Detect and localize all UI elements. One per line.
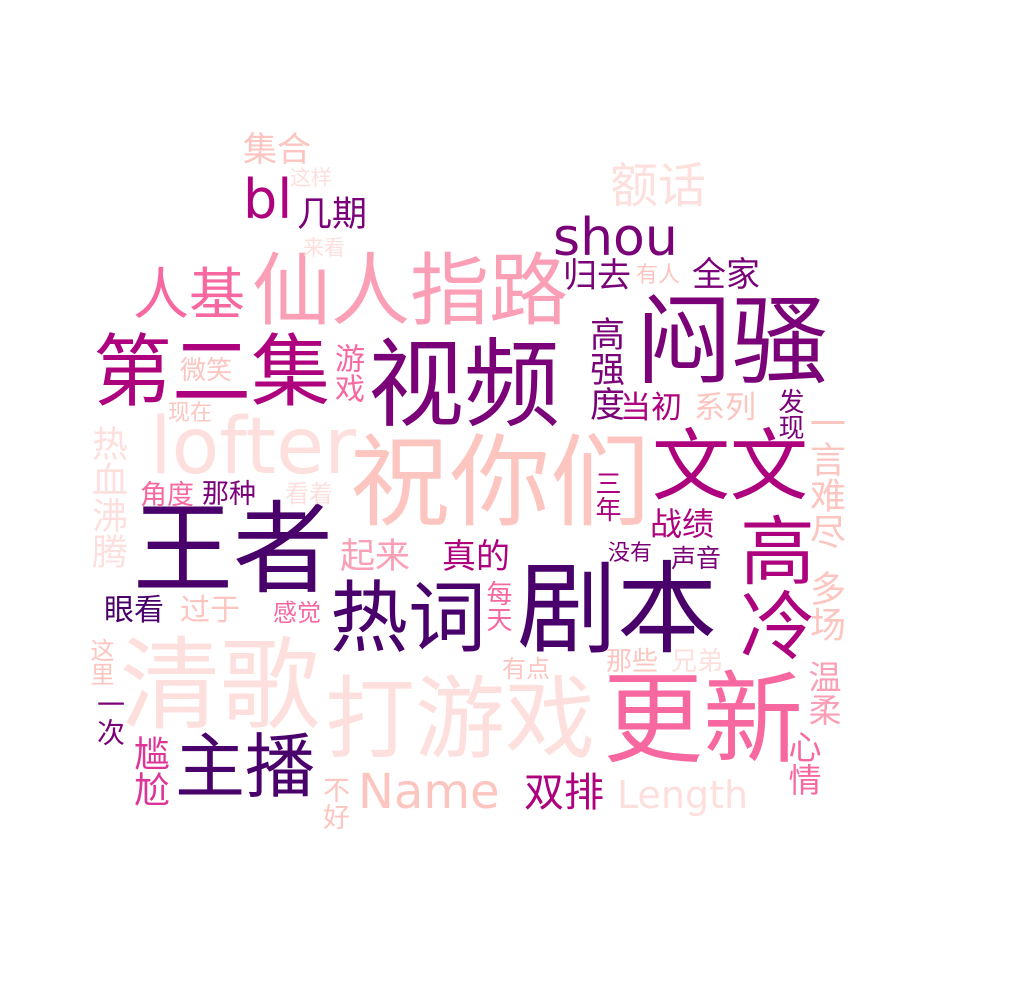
word-youdian: 有点 <box>502 655 550 683</box>
word-reci: 热词 <box>330 574 487 664</box>
word-jiaodu: 角度 <box>140 480 194 511</box>
word-xianzai: 现在 <box>168 401 213 426</box>
word-qilai: 起来 <box>340 537 411 577</box>
word-zhu-nimen: 祝你们 <box>350 424 650 541</box>
word-wenwen: 文文 <box>652 422 809 512</box>
word-duochang: 多场 <box>804 570 845 642</box>
word-youxi: 游戏 <box>329 343 364 403</box>
word-nazhong: 那种 <box>202 479 256 510</box>
word-di-er-ji: 第二集 <box>93 326 330 418</box>
word-sannian: 三年 <box>591 470 621 522</box>
word-naxie: 那些 <box>606 647 659 677</box>
word-shipin: 视频 <box>368 329 560 441</box>
word-name: Name <box>358 764 500 820</box>
word-shuangpai: 双排 <box>524 770 604 816</box>
word-kanzhe: 看着 <box>285 480 333 508</box>
word-zhende: 真的 <box>442 537 510 577</box>
word-xiongdi: 兄弟 <box>671 647 724 677</box>
word-xilie: 系列 <box>694 390 756 426</box>
word-shengyin: 声音 <box>671 544 722 573</box>
word-length: Length <box>617 773 749 817</box>
word-guiqu: 归去 <box>563 256 631 296</box>
word-mensao: 闷骚 <box>636 286 828 398</box>
word-yici: 一次 <box>93 690 126 746</box>
word-renji: 人基 <box>133 263 245 328</box>
word-gengxin: 更新 <box>603 661 803 778</box>
word-gaoleng: 高冷 <box>727 512 815 662</box>
word-qingge: 清歌 <box>120 627 320 744</box>
word-xinqing: 心情 <box>783 730 822 796</box>
word-shou: shou <box>553 208 678 268</box>
word-zhubo: 主播 <box>175 726 315 808</box>
word-juben: 剧本 <box>517 551 717 668</box>
word-laikan: 来看 <box>303 236 345 260</box>
word-meiyou: 没有 <box>608 541 653 566</box>
word-jihe: 集合 <box>243 130 311 170</box>
word-meitian: 每天 <box>482 580 512 632</box>
word-yiyan-nanjin: 一言难尽 <box>804 405 845 549</box>
word-lofter: lofter <box>150 402 357 492</box>
word-bl: bl <box>243 168 293 231</box>
word-wangzhe: 王者 <box>133 491 333 608</box>
word-rexue-feiteng: 热血沸腾 <box>86 425 127 569</box>
word-zheli: 这里 <box>86 638 114 686</box>
word-wenrou: 温柔 <box>803 660 842 726</box>
word-ehua: 额话 <box>610 158 707 214</box>
word-xianren-zhilu: 仙人指路 <box>252 245 568 337</box>
word-guoyu: 过于 <box>180 593 240 628</box>
word-ganga: 尴尬 <box>128 735 169 807</box>
word-weixiao: 微笑 <box>180 356 233 386</box>
word-zheyang: 这样 <box>290 166 332 190</box>
word-youren: 有人 <box>636 263 681 288</box>
word-buhao: 不好 <box>318 776 349 830</box>
word-jiqi: 几期 <box>297 195 368 235</box>
word-gaoqiangdu: 高强度 <box>584 316 624 421</box>
word-dangchu: 当初 <box>620 390 682 426</box>
word-faxian: 发现 <box>774 388 804 440</box>
word-yankan: 眼看 <box>104 593 164 628</box>
word-zhanji: 战绩 <box>650 505 715 543</box>
word-ganjue: 感觉 <box>273 599 321 627</box>
word-quanjia: 全家 <box>692 255 760 295</box>
word-dayouxi: 打游戏 <box>325 667 595 772</box>
